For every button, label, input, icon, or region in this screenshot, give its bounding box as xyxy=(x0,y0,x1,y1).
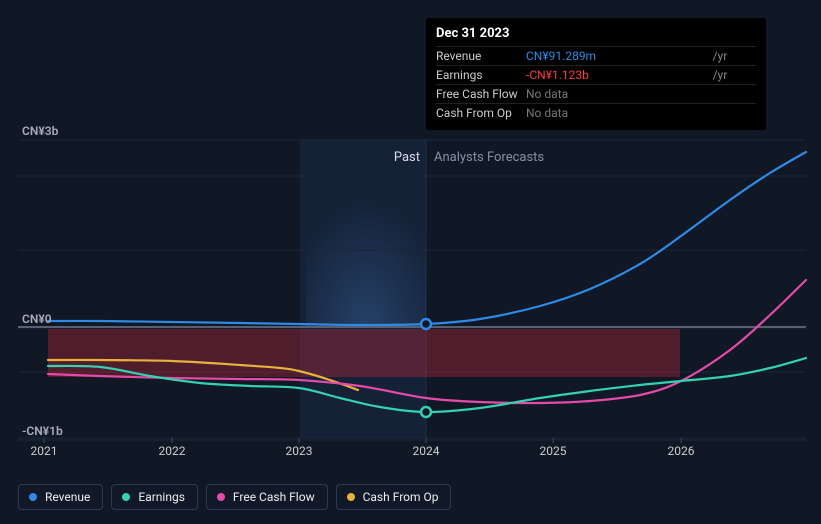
tooltip-row-label: Revenue xyxy=(436,47,526,66)
x-axis-label: 2021 xyxy=(31,444,58,458)
tooltip-row-value: CN¥91.289m xyxy=(526,47,710,66)
legend-item-free_cash_flow[interactable]: Free Cash Flow xyxy=(206,484,328,510)
x-axis-label: 2026 xyxy=(668,444,695,458)
legend-dot-icon xyxy=(29,493,37,501)
chart-tooltip: Dec 31 2023 RevenueCN¥91.289m/yrEarnings… xyxy=(426,18,766,130)
tooltip-row-nodata: No data xyxy=(526,85,756,104)
y-axis-label: CN¥0 xyxy=(22,312,52,326)
legend-item-cash_from_op[interactable]: Cash From Op xyxy=(336,484,452,510)
legend-dot-icon xyxy=(122,493,130,501)
tooltip-row: Cash From OpNo data xyxy=(436,104,756,123)
legend-label: Earnings xyxy=(138,490,185,504)
x-axis-label: 2024 xyxy=(413,444,440,458)
legend-item-earnings[interactable]: Earnings xyxy=(111,484,198,510)
forecast-region-label: Analysts Forecasts xyxy=(434,150,544,165)
legend-dot-icon xyxy=(217,493,225,501)
x-axis-label: 2022 xyxy=(159,444,186,458)
legend-label: Revenue xyxy=(45,490,90,504)
series-revenue[interactable] xyxy=(48,152,806,325)
tooltip-row-nodata: No data xyxy=(526,104,756,123)
past-region-label: Past xyxy=(394,150,420,165)
tooltip-row-unit: /yr xyxy=(710,47,756,66)
tooltip-table: RevenueCN¥91.289m/yrEarnings-CN¥1.123b/y… xyxy=(436,46,756,122)
marker-earnings xyxy=(421,407,431,417)
tooltip-row: RevenueCN¥91.289m/yr xyxy=(436,47,756,66)
chart-container: Dec 31 2023 RevenueCN¥91.289m/yrEarnings… xyxy=(0,0,821,524)
tooltip-row-label: Earnings xyxy=(436,66,526,85)
y-axis-label: -CN¥1b xyxy=(22,424,63,438)
legend-label: Free Cash Flow xyxy=(233,490,315,504)
marker-revenue xyxy=(421,319,431,329)
y-axis-label: CN¥3b xyxy=(22,124,58,138)
tooltip-row-value: -CN¥1.123b xyxy=(526,66,710,85)
tooltip-row-label: Free Cash Flow xyxy=(436,85,526,104)
legend-item-revenue[interactable]: Revenue xyxy=(18,484,103,510)
tooltip-row-label: Cash From Op xyxy=(436,104,526,123)
tooltip-date: Dec 31 2023 xyxy=(436,24,756,46)
legend-label: Cash From Op xyxy=(363,490,439,504)
x-axis-label: 2023 xyxy=(286,444,313,458)
chart-legend: Revenue Earnings Free Cash Flow Cash From O… xyxy=(18,484,451,510)
tooltip-row: Free Cash FlowNo data xyxy=(436,85,756,104)
tooltip-row-unit: /yr xyxy=(710,66,756,85)
tooltip-row: Earnings-CN¥1.123b/yr xyxy=(436,66,756,85)
legend-dot-icon xyxy=(347,493,355,501)
x-axis-label: 2025 xyxy=(540,444,567,458)
